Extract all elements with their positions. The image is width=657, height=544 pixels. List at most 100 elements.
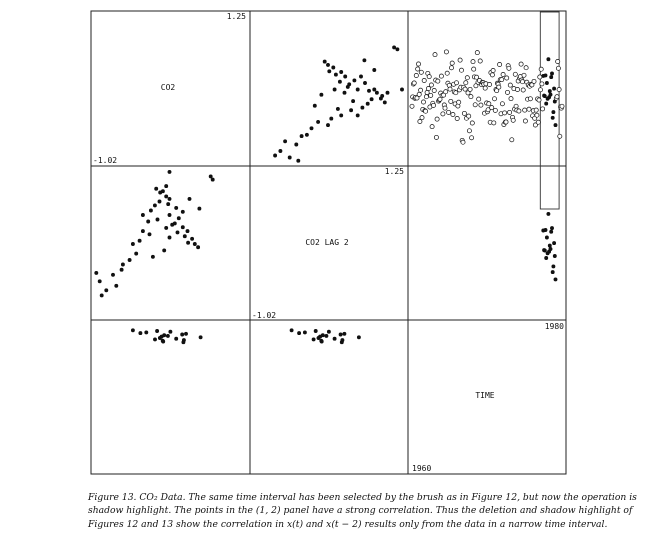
point-co2-vs-time [418,87,424,93]
point-lag2-vs-co2 [190,236,195,241]
point-lag2-vs-co2 [167,196,172,201]
point-co2-vs-lag2 [385,90,390,95]
point-co2-vs-time [549,75,554,80]
point-co2-vs-lag2 [287,155,292,160]
point-co2-vs-time [494,88,500,94]
point-lag2-vs-time [550,270,555,275]
time-max-tick: 1980 [545,322,564,331]
co2-diag-label: CO2 [161,83,176,92]
panel-2-3 [407,165,567,321]
point-lag2-vs-co2 [134,251,139,256]
point-lag2-vs-time [550,226,554,231]
point-lag2-vs-co2 [210,177,215,182]
point-co2-vs-time [522,107,528,113]
point-lag2-vs-co2 [148,208,153,213]
point-co2-vs-time [500,72,506,77]
point-co2-vs-time [415,66,421,72]
point-co2-vs-lag2 [382,100,387,105]
point-co2-vs-time [520,87,526,93]
point-co2-vs-lag2 [369,97,374,102]
point-co2-vs-lag2 [337,79,342,84]
point-lag2-vs-co2 [167,169,172,174]
figure-label: Figure 13. [88,492,137,503]
panel-2-1 [90,165,251,321]
point-time-vs-co2 [155,329,160,333]
point-co2-vs-lag2 [355,113,360,118]
point-time-vs-co2 [165,333,170,338]
point-lag2-vs-co2 [155,217,160,222]
point-lag2-vs-co2 [157,199,162,204]
point-co2-vs-lag2 [304,132,309,137]
point-lag2-vs-time [548,247,553,251]
point-lag2-vs-co2 [119,267,124,272]
point-co2-vs-time [477,58,483,64]
point-lag2-vs-time [544,235,549,240]
panel-1-2 [249,10,409,167]
point-co2-vs-time [505,89,510,95]
point-co2-vs-time [482,85,488,91]
point-co2-vs-time [499,101,505,107]
point-co2-vs-time [421,78,427,83]
point-co2-vs-time [454,116,460,121]
point-co2-vs-time [468,94,474,100]
point-lag2-vs-co2 [180,225,185,230]
point-co2-vs-time [504,75,510,81]
point-co2-vs-lag2 [392,45,397,50]
point-co2-vs-lag2 [333,72,338,77]
point-lag2-vs-co2 [97,279,102,284]
point-co2-vs-time [450,112,456,117]
point-co2-vs-time [540,106,546,112]
point-co2-vs-time [515,87,520,92]
point-lag2-vs-co2 [167,235,172,240]
point-co2-vs-lag2 [355,87,360,92]
point-lag2-vs-co2 [127,258,132,262]
point-co2-vs-time [414,95,420,101]
point-co2-vs-time [542,94,547,99]
brush-rectangle[interactable] [539,11,560,210]
point-lag2-vs-time [549,229,554,234]
point-time-vs-lag2 [326,329,331,334]
scatterplot-matrix: CO2 CO2 LAG 2 TIME 1.25 -1.02 1.25 -1.02… [90,10,567,475]
point-lag2-vs-co2 [176,216,181,221]
point-co2-vs-lag2 [343,74,348,79]
point-co2-vs-time [464,75,470,81]
point-co2-vs-time [462,86,468,92]
point-co2-vs-time [416,61,421,67]
point-lag2-vs-co2 [99,293,104,298]
point-co2-vs-time [553,123,558,128]
point-lag2-vs-co2 [140,229,145,234]
point-co2-vs-lag2 [395,47,400,52]
point-time-vs-co2 [144,330,149,335]
point-co2-vs-time [444,70,450,76]
co2-min-tick: -1.02 [93,156,117,165]
point-co2-vs-time [554,94,560,100]
point-lag2-vs-co2 [94,270,99,275]
point-co2-vs-lag2 [327,69,332,74]
point-co2-vs-time [492,107,498,113]
point-co2-vs-time [502,110,508,116]
point-co2-vs-time [508,96,514,102]
point-co2-vs-time [478,102,484,108]
panel-3-3 [407,319,567,475]
point-co2-vs-lag2 [372,68,377,72]
point-time-vs-co2 [162,333,167,338]
point-co2-vs-time [428,82,434,88]
point-co2-vs-time [447,86,453,92]
point-co2-vs-time [538,87,543,93]
time-min-tick: 1960 [412,464,431,473]
point-co2-vs-time [551,110,556,115]
point-co2-vs-time [544,81,549,85]
point-co2-vs-time [497,62,503,67]
point-co2-vs-time [529,82,535,88]
point-lag2-vs-time [544,256,549,260]
point-lag2-vs-co2 [146,219,151,224]
point-lag2-vs-co2 [196,245,201,250]
point-lag2-vs-co2 [164,194,169,199]
point-co2-vs-lag2 [362,58,367,63]
point-co2-vs-time [413,73,419,78]
point-co2-vs-lag2 [367,88,371,93]
point-time-vs-co2 [160,338,165,343]
point-co2-vs-time [449,60,455,66]
point-time-vs-lag2 [338,332,343,337]
point-lag2-vs-co2 [167,213,172,217]
